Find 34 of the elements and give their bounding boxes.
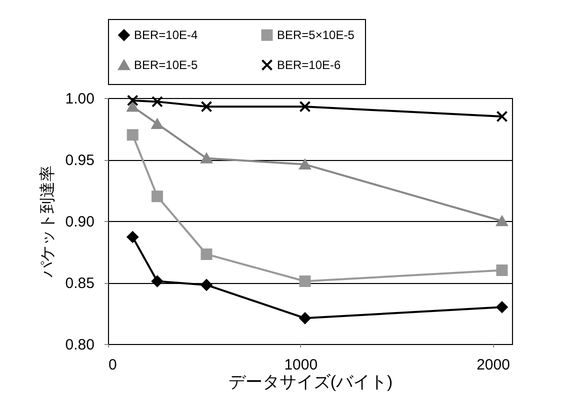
point — [152, 276, 163, 288]
y-tick-label: 0.90 — [65, 214, 94, 230]
legend-label: BER=5×10E-5 — [277, 28, 355, 42]
point — [126, 94, 138, 106]
point — [200, 279, 212, 291]
y-tick-label: 0.95 — [65, 152, 94, 169]
x-tick-label: 2000 — [476, 356, 510, 374]
point — [496, 301, 508, 313]
point — [200, 248, 212, 260]
point — [496, 216, 508, 226]
point — [152, 190, 163, 202]
point — [200, 153, 212, 164]
point — [299, 100, 311, 112]
y-axis-title: パケット到達率 — [38, 166, 56, 278]
point — [152, 118, 163, 129]
point — [126, 129, 138, 141]
x-tick-label: 1000 — [284, 356, 318, 374]
point — [200, 100, 212, 112]
point — [299, 276, 311, 288]
y-tick-label: 0.85 — [65, 275, 94, 292]
legend-label: BER=10E-4 — [134, 28, 198, 42]
y-tick-label: 1.00 — [65, 90, 94, 108]
point — [496, 110, 508, 122]
legend-label: BER=10E-6 — [277, 58, 342, 72]
point — [496, 264, 508, 276]
point — [299, 159, 311, 170]
point — [126, 231, 138, 243]
x-tick-label: 0 — [108, 356, 117, 374]
point — [299, 312, 311, 324]
point — [152, 96, 163, 108]
y-tick-label: 0.80 — [65, 336, 94, 354]
legend-label: BER=10E-5 — [134, 58, 198, 72]
x-axis-title: データサイズ(バイト) — [228, 372, 393, 392]
point — [126, 102, 138, 112]
